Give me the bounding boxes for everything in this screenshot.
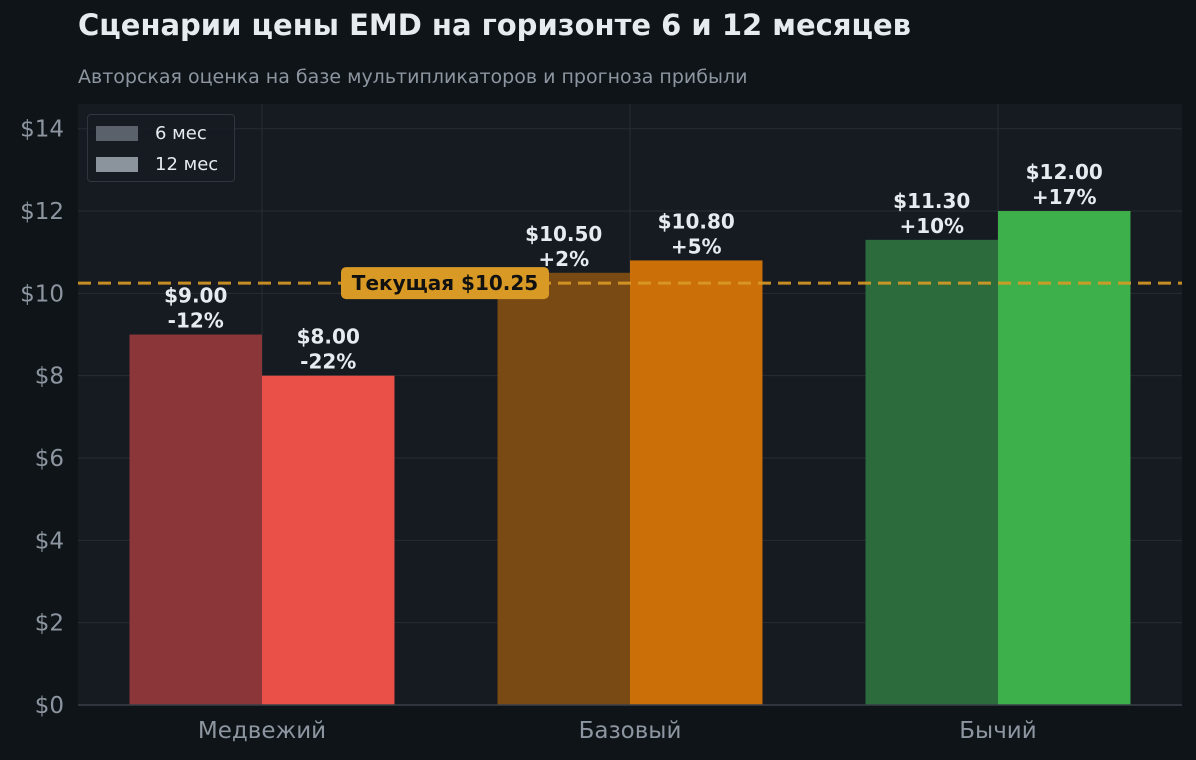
legend-label-12m: 12 мес	[155, 153, 219, 175]
current-price-badge	[341, 267, 549, 300]
legend-swatch-6m	[96, 125, 138, 141]
bar-value-label: $9.00 -12%	[164, 284, 227, 333]
legend: 6 мес 12 мес	[87, 114, 235, 182]
x-tick-label: Бычий	[959, 718, 1036, 744]
legend-label-6m: 6 мес	[155, 122, 207, 144]
bar	[129, 334, 262, 705]
y-tick-label: $2	[35, 611, 64, 637]
y-tick-label: $14	[20, 117, 64, 143]
legend-item-12m: 12 мес	[96, 153, 219, 175]
chart-subtitle: Авторская оценка на базе мультипликаторо…	[78, 66, 748, 88]
bar	[262, 375, 395, 705]
legend-item-6m: 6 мес	[96, 122, 207, 144]
bar-value-label: $10.80 +5%	[658, 209, 735, 258]
legend-swatch-12m	[96, 156, 138, 172]
bar	[630, 260, 763, 705]
current-price-label: Текущая $10.25	[352, 271, 538, 295]
bar	[998, 211, 1131, 705]
bar-value-label: $8.00 -22%	[297, 325, 360, 374]
y-tick-label: $6	[35, 446, 64, 472]
bar	[497, 272, 630, 705]
bar-value-label: $12.00 +17%	[1026, 160, 1103, 209]
y-tick-label: $12	[20, 199, 64, 225]
x-tick-label: Медвежий	[198, 718, 326, 744]
bar	[865, 239, 998, 705]
y-tick-label: $8	[35, 364, 64, 390]
x-tick-label: Базовый	[579, 718, 682, 744]
y-tick-label: $0	[35, 693, 64, 719]
chart-title: Сценарии цены EMD на горизонте 6 и 12 ме…	[78, 8, 911, 42]
y-tick-label: $4	[35, 528, 64, 554]
y-tick-label: $10	[20, 281, 64, 307]
bar-value-label: $10.50 +2%	[525, 222, 602, 271]
bar-value-label: $11.30 +10%	[893, 189, 970, 238]
